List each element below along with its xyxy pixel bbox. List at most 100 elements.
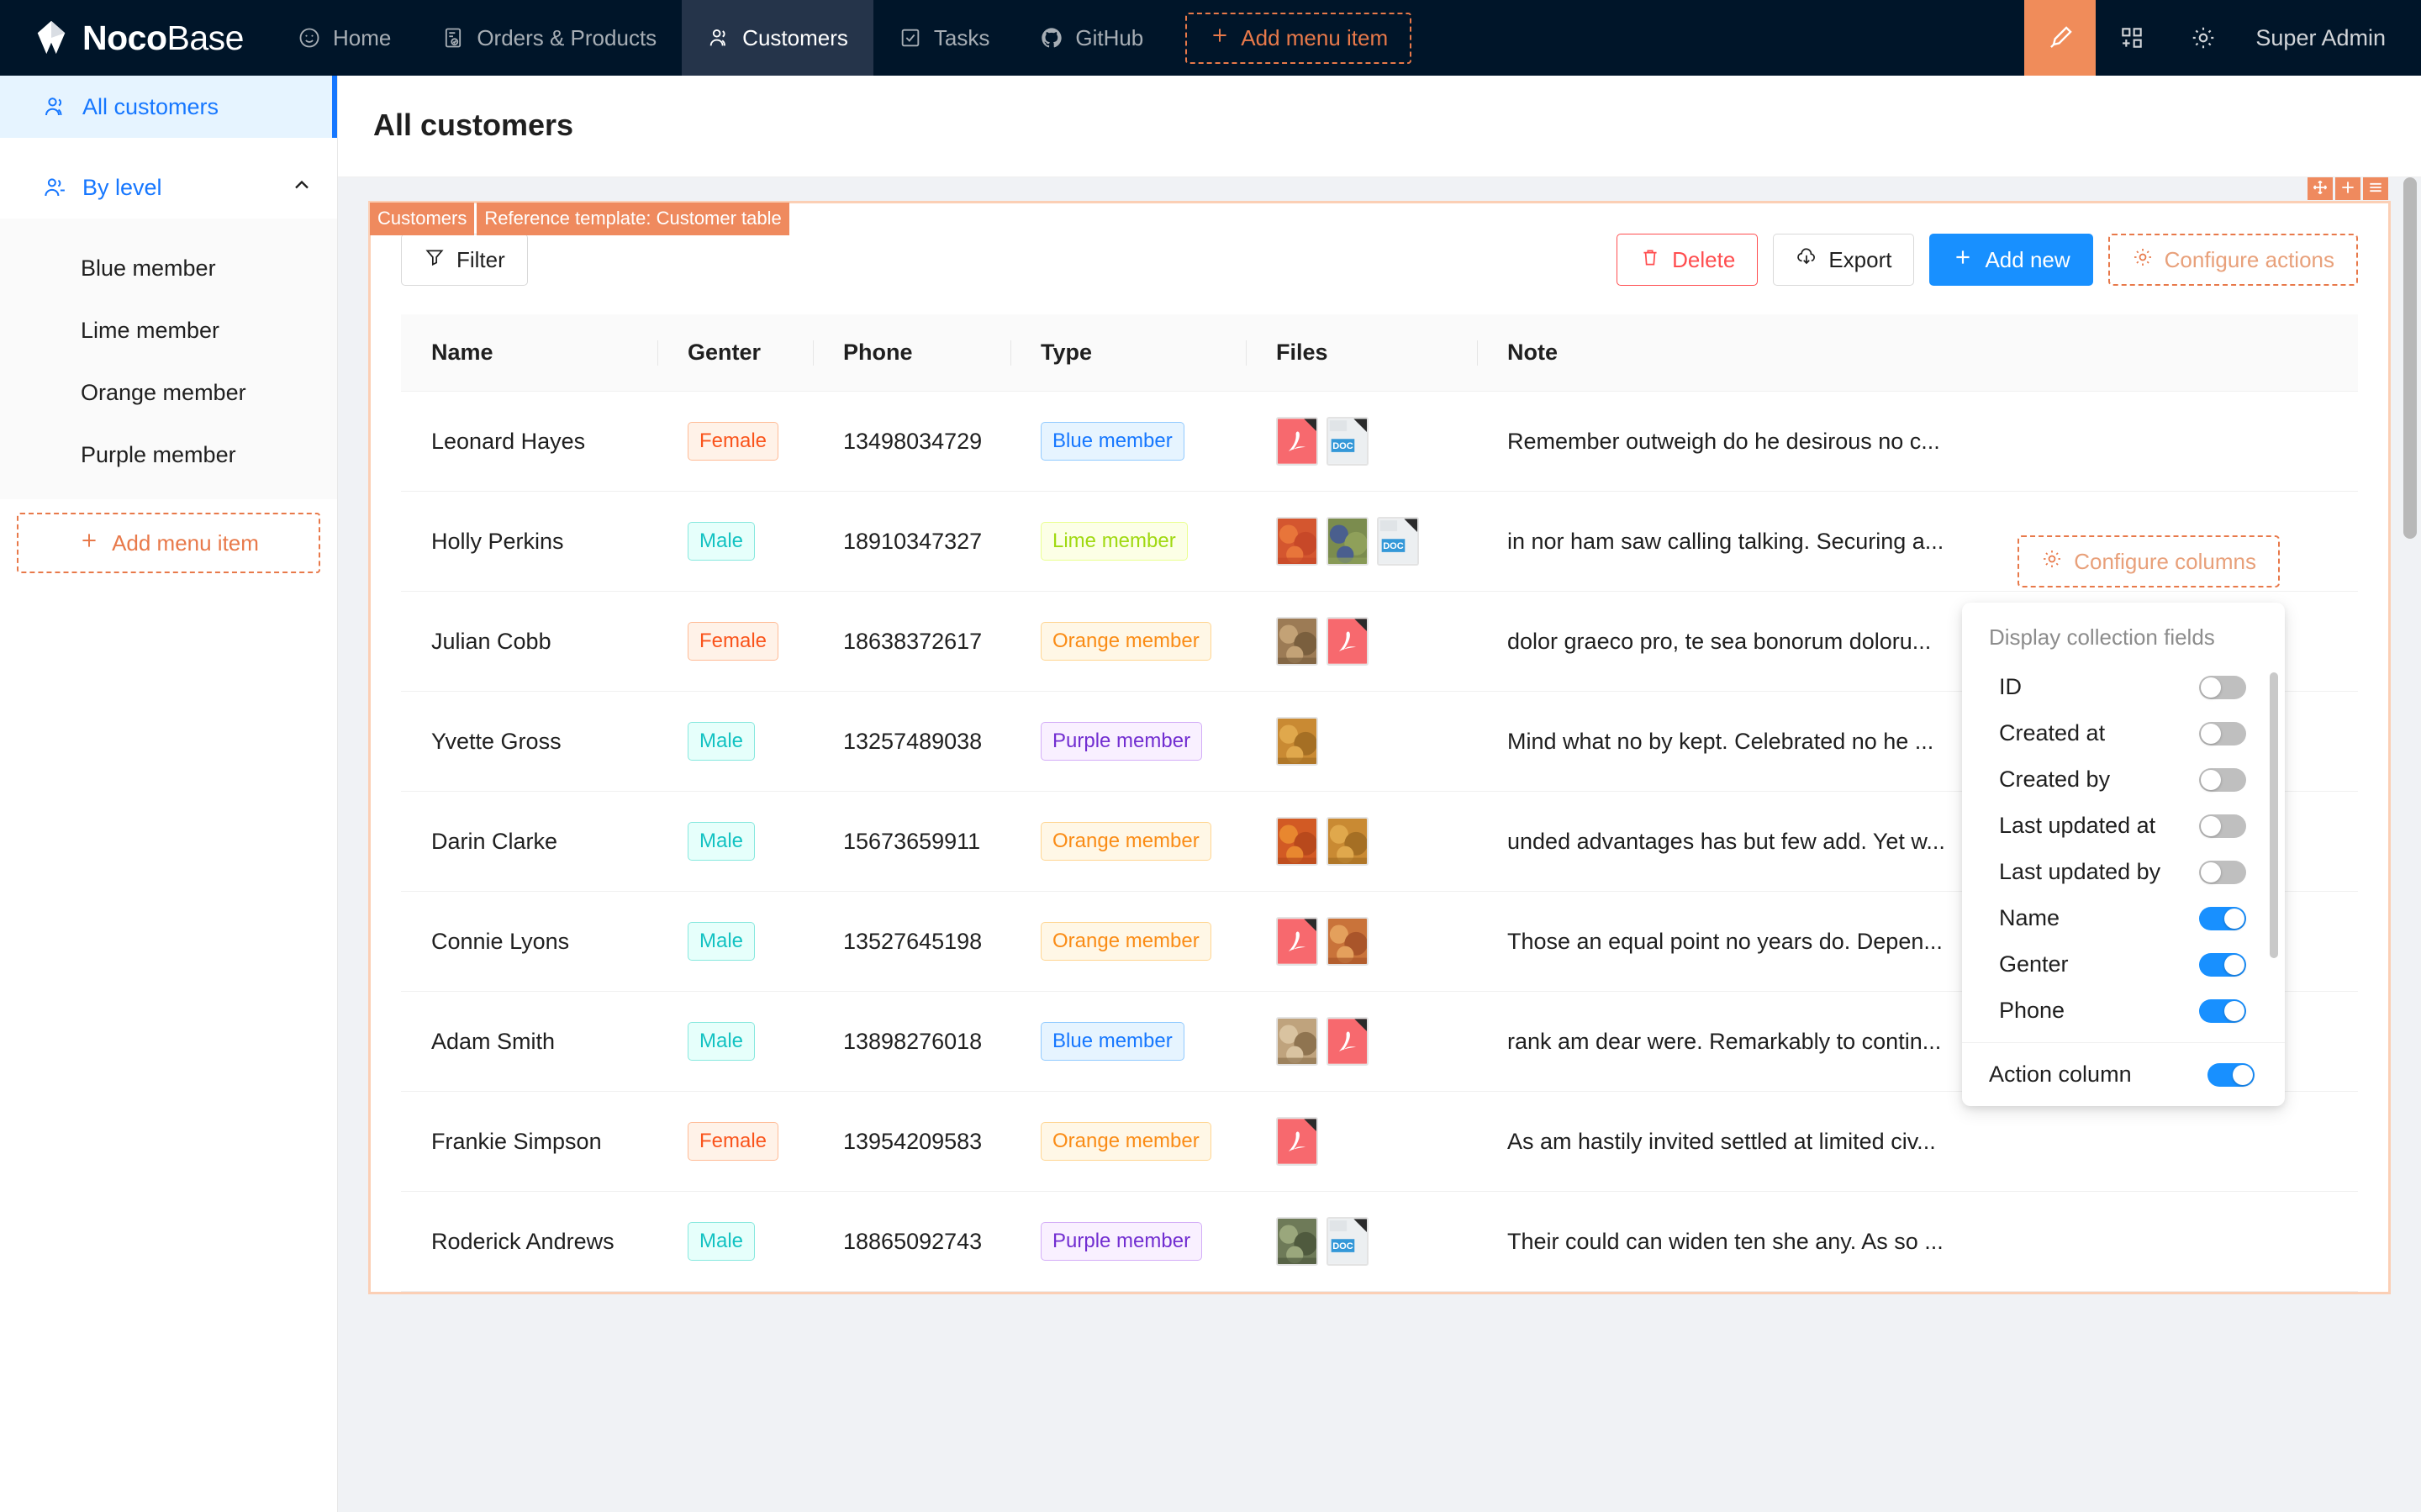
column-header-name[interactable]: Name <box>401 314 657 392</box>
add-menu-item-top-button[interactable]: Add menu item <box>1185 12 1412 64</box>
field-toggle-switch[interactable] <box>2199 860 2246 884</box>
filter-button[interactable]: Filter <box>401 234 528 286</box>
page-body: Customers Reference template: Customer t… <box>338 177 2421 1512</box>
file-thumbnail-doc[interactable]: DOC <box>1377 517 1419 566</box>
nav-item-orders-products[interactable]: Orders & Products <box>416 0 682 76</box>
field-toggle-switch[interactable] <box>2199 952 2246 977</box>
export-button[interactable]: Export <box>1773 234 1915 286</box>
field-toggle-row[interactable]: Created by <box>1962 756 2285 803</box>
table-row[interactable]: Connie Lyons Male 13527645198 Orange member… <box>401 891 2358 992</box>
sidebar-item-lime-member[interactable]: Lime member <box>0 299 337 361</box>
column-header-phone[interactable]: Phone <box>813 314 1010 392</box>
field-toggle-row[interactable]: ID <box>1962 664 2285 710</box>
sidebar-add-menu-item-button[interactable]: Add menu item <box>17 513 320 573</box>
user-menu[interactable]: Super Admin <box>2239 0 2421 76</box>
file-thumbnail-pdf[interactable] <box>1276 1117 1318 1166</box>
file-thumbnail-img-grapes[interactable] <box>1327 517 1369 566</box>
file-thumbnail-pdf[interactable] <box>1276 417 1318 466</box>
configure-actions-button[interactable]: Configure actions <box>2107 234 2358 286</box>
cell-type: Blue member <box>1010 991 1246 1092</box>
sidebar-item-purple-member[interactable]: Purple member <box>0 424 337 486</box>
plus-icon[interactable] <box>2335 177 2360 200</box>
page-scrollbar-thumb[interactable] <box>2403 177 2417 539</box>
file-thumbnail-list <box>1276 717 1477 766</box>
field-toggle-row[interactable]: Phone <box>1962 988 2285 1034</box>
genter-tag: Male <box>688 722 756 761</box>
file-thumbnail-img-market[interactable] <box>1276 617 1318 666</box>
pen-highlight-icon[interactable] <box>2024 0 2097 76</box>
table-row[interactable]: Frankie Simpson Female 13954209583 Orange m… <box>401 1091 2358 1192</box>
sidebar-item-by-level[interactable]: By level <box>0 156 337 219</box>
add-new-button[interactable]: Add new <box>1929 234 2093 286</box>
file-thumbnail-pdf[interactable] <box>1327 1017 1369 1066</box>
trash-icon <box>1639 246 1661 274</box>
file-thumbnail-doc[interactable]: DOC <box>1327 1217 1369 1266</box>
nav-item-customers[interactable]: Customers <box>682 0 873 76</box>
delete-button[interactable]: Delete <box>1617 234 1759 286</box>
chevron-up-icon[interactable] <box>290 173 314 203</box>
table-row[interactable]: Leonard Hayes Female 13498034729 Blue membe… <box>401 391 2358 492</box>
cell-name: Adam Smith <box>401 991 657 1092</box>
field-toggle-row[interactable]: Last updated by <box>1962 849 2285 895</box>
nav-item-home[interactable]: Home <box>272 0 416 76</box>
top-right-actions: Super Admin <box>2024 0 2421 76</box>
field-toggle-switch[interactable] <box>2199 767 2246 792</box>
drag-move-icon[interactable] <box>2308 177 2333 200</box>
action-column-toggle[interactable] <box>2207 1062 2255 1087</box>
file-thumbnail-pdf[interactable] <box>1327 617 1369 666</box>
nav-item-tasks[interactable]: Tasks <box>873 0 1015 76</box>
cell-genter: Female <box>657 1091 813 1192</box>
file-thumbnail-img-corn[interactable] <box>1327 817 1369 866</box>
sidebar-sub-label: Blue member <box>81 255 216 281</box>
field-toggle-switch[interactable] <box>2199 906 2246 930</box>
column-header-files[interactable]: Files <box>1246 314 1477 392</box>
brand-noco: Noco <box>82 18 167 57</box>
column-header-genter[interactable]: Genter <box>657 314 813 392</box>
column-header-note[interactable]: Note <box>1477 314 2358 392</box>
file-thumbnail-img-peppers[interactable] <box>1276 817 1318 866</box>
table-row[interactable]: Roderick Andrews Male 18865092743 Purple me… <box>401 1191 2358 1292</box>
dropdown-scrollbar[interactable] <box>2270 672 2278 958</box>
field-label: Last updated by <box>1999 859 2161 884</box>
field-toggle-row[interactable]: Files <box>1962 1034 2285 1042</box>
file-thumbnail-pdf[interactable] <box>1276 917 1318 966</box>
table-row[interactable]: Julian Cobb Female 18638372617 Orange membe… <box>401 591 2358 692</box>
file-thumbnail-doc[interactable]: DOC <box>1327 417 1369 466</box>
table-toolbar: Filter Delete Export <box>401 234 2358 286</box>
field-toggle-switch[interactable] <box>2199 675 2246 699</box>
nav-item-github[interactable]: GitHub <box>1015 0 1168 76</box>
file-thumbnail-img-street[interactable] <box>1276 1217 1318 1266</box>
genter-tag: Male <box>688 822 756 861</box>
action-column-row[interactable]: Action column <box>1962 1042 2285 1106</box>
field-toggle-switch[interactable] <box>2199 721 2246 745</box>
file-thumbnail-img-onion[interactable] <box>1327 917 1369 966</box>
genter-tag: Male <box>688 1022 756 1061</box>
file-thumbnail-img-plate[interactable] <box>1276 1017 1318 1066</box>
app-shell: All customers By level Blue member Lime … <box>0 76 2421 1512</box>
display-collection-fields-dropdown: Display collection fields ID Created at Cr… <box>1962 603 2285 1106</box>
apps-grid-add-icon[interactable] <box>2096 0 2167 76</box>
cell-type: Orange member <box>1010 891 1246 992</box>
cell-name: Yvette Gross <box>401 691 657 792</box>
field-toggle-row[interactable]: Genter <box>1962 941 2285 988</box>
type-tag: Lime member <box>1041 522 1188 561</box>
field-toggle-row[interactable]: Last updated at <box>1962 803 2285 849</box>
file-thumbnail-img-corn[interactable] <box>1276 717 1318 766</box>
page-scrollbar[interactable] <box>2399 177 2421 1512</box>
field-toggle-switch[interactable] <box>2199 814 2246 838</box>
sidebar-item-blue-member[interactable]: Blue member <box>0 237 337 299</box>
sidebar-item-all-customers[interactable]: All customers <box>0 76 337 138</box>
file-thumbnail-img-pumpkin[interactable] <box>1276 517 1318 566</box>
github-icon <box>1040 26 1063 50</box>
field-toggle-row[interactable]: Name <box>1962 895 2285 941</box>
gear-icon[interactable] <box>2167 0 2239 76</box>
field-toggle-switch[interactable] <box>2199 998 2246 1023</box>
field-toggle-row[interactable]: Created at <box>1962 710 2285 756</box>
block-tag-collection: Customers <box>370 203 475 235</box>
brand-logo-area[interactable]: Noco Base <box>0 0 272 76</box>
menu-lines-icon[interactable] <box>2363 177 2388 200</box>
sidebar-item-orange-member[interactable]: Orange member <box>0 361 337 424</box>
column-header-type[interactable]: Type <box>1010 314 1246 392</box>
configure-columns-button[interactable]: Configure columns <box>2018 535 2280 587</box>
page-title: All customers <box>373 108 574 142</box>
